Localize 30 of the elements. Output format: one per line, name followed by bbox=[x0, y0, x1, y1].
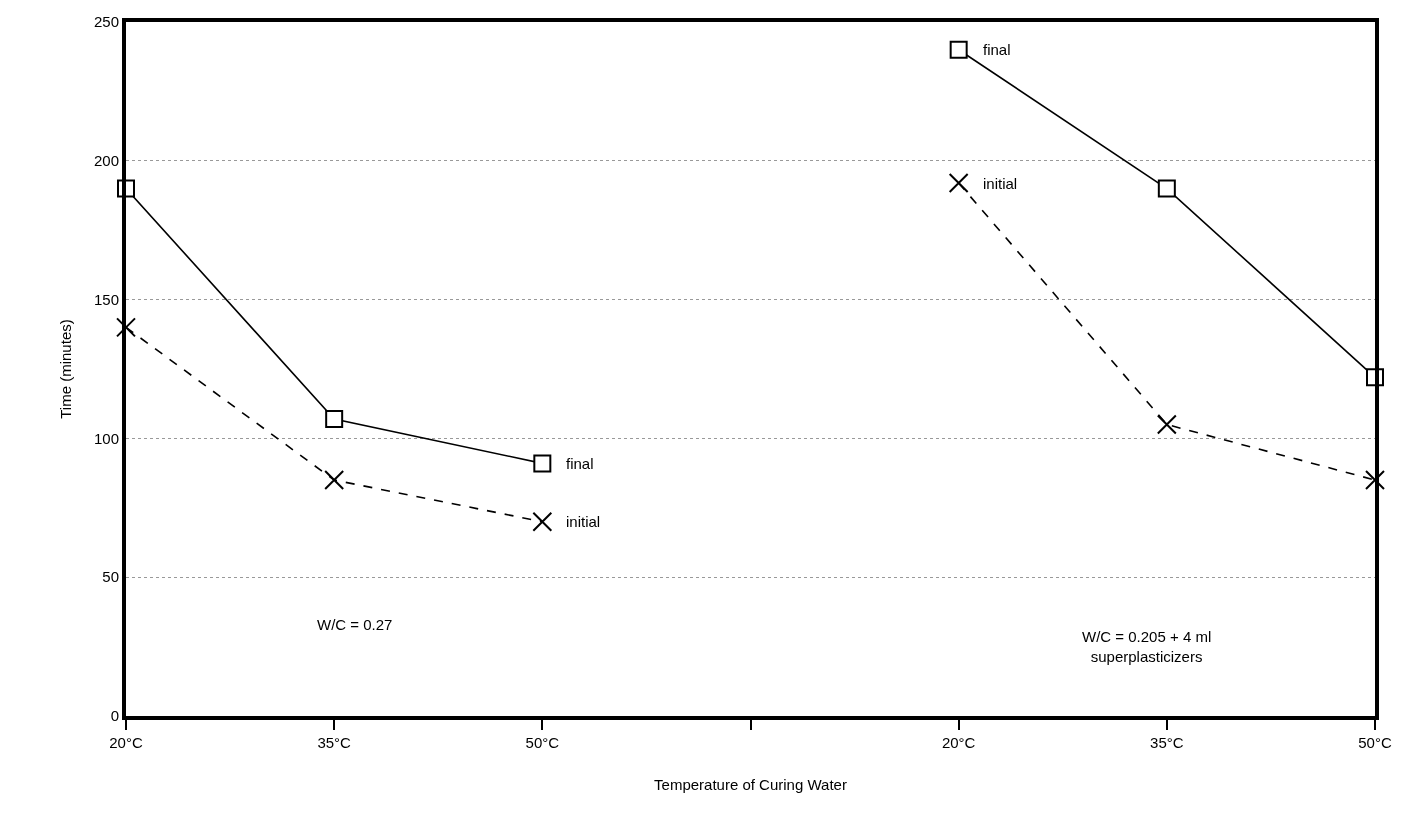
y-axis-title: Time (minutes) bbox=[56, 319, 74, 419]
x-tick-label: 50°C bbox=[1358, 734, 1392, 751]
y-tick-label: 200 bbox=[93, 152, 119, 170]
x-tick-label: 20°C bbox=[941, 734, 976, 751]
series-label: final bbox=[983, 41, 1011, 58]
y-tick-label: 0 bbox=[110, 707, 119, 725]
text: final bbox=[566, 455, 594, 472]
series-label: initial bbox=[983, 175, 1018, 192]
x-axis-title: Temperature of Curing Water bbox=[654, 775, 847, 793]
point bbox=[1157, 179, 1176, 198]
point bbox=[116, 317, 136, 338]
x-tick-label: 35°C bbox=[1150, 734, 1184, 751]
y-tick-label: 50 bbox=[102, 568, 119, 586]
x-tick-label: 35°C bbox=[317, 734, 352, 751]
annotation: W/C = 0.27 bbox=[317, 616, 393, 633]
point bbox=[949, 40, 968, 59]
x-tick-label: 20°C bbox=[109, 734, 143, 751]
point bbox=[1365, 470, 1385, 491]
point bbox=[532, 511, 553, 532]
annotation: W/C = 0.205 + 4 ml superplasticizers bbox=[1082, 628, 1212, 665]
point bbox=[948, 173, 969, 194]
point bbox=[325, 409, 344, 428]
point bbox=[533, 454, 552, 473]
x-tick-label: 50°C bbox=[525, 734, 560, 751]
y-tick-label: 250 bbox=[93, 13, 119, 31]
point bbox=[324, 470, 345, 491]
point bbox=[1156, 414, 1177, 435]
text: initial bbox=[566, 513, 601, 530]
y-tick-label: 100 bbox=[93, 429, 119, 447]
y-tick-label: 150 bbox=[93, 290, 119, 308]
